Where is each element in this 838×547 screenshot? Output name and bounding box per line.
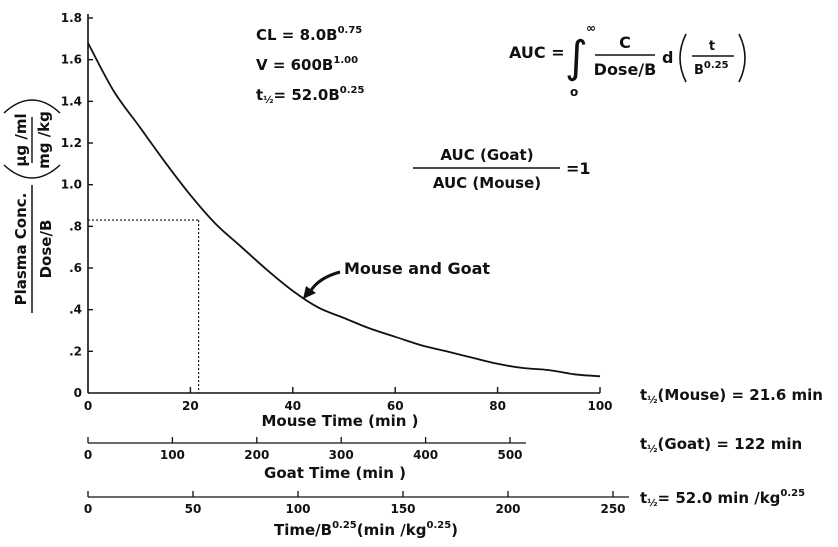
y-tick-label: 1.0 [61, 178, 82, 192]
secondary-tick-label: 400 [413, 448, 438, 462]
secondary-tick-label: 200 [244, 448, 269, 462]
goat-time-ticks: 0 100 200 300 400 500 [84, 437, 523, 462]
v-equation: V = 600B1.00 [256, 55, 358, 74]
auc-integral-equation: AUC = ∫ ∞ o C Dose/B d t B0.25 [509, 21, 746, 99]
auc-right-paren [738, 33, 746, 83]
auc-differential: d [662, 48, 673, 67]
y-tick-label: .6 [69, 261, 82, 275]
x-tick-label: 60 [387, 399, 404, 413]
auc-ratio-num: AUC (Goat) [440, 146, 533, 164]
secondary-tick-label: 0 [84, 448, 92, 462]
series-annotation-label: Mouse and Goat [344, 259, 490, 278]
secondary-tick-label: 50 [185, 502, 202, 516]
x-axis-label: Mouse Time (min ) [261, 412, 418, 430]
y-label-right-paren [3, 99, 61, 114]
auc-lhs: AUC = [509, 43, 565, 62]
y-tick-label: 1.4 [61, 94, 82, 108]
secondary-tick-label: 500 [497, 448, 522, 462]
y-tick-label: .8 [69, 219, 82, 233]
integral-sign: ∫ [565, 32, 588, 83]
half-life-equation: t½= 52.0B0.25 [256, 85, 364, 106]
y-tick-label: .4 [69, 303, 82, 317]
x-ticks: 0 20 40 60 80 100 [84, 387, 613, 413]
auc-ratio-den: AUC (Mouse) [433, 174, 541, 192]
y-label-paren-num: μg /ml [12, 113, 30, 166]
y-label-denominator: Dose/B [37, 220, 55, 279]
secondary-tick-label: 300 [329, 448, 354, 462]
auc-fraction-num: C [619, 33, 631, 52]
x-tick-label: 40 [284, 399, 301, 413]
secondary-tick-label: 150 [390, 502, 415, 516]
x-tick-label: 80 [489, 399, 506, 413]
y-tick-label: 0 [74, 386, 82, 400]
y-label-paren-den: mg /kg [35, 111, 53, 169]
secondary-tick-label: 100 [160, 448, 185, 462]
cl-equation: CL = 8.0B0.75 [256, 25, 362, 44]
scaled-half-life-label: t½= 52.0 min /kg0.25 [640, 488, 805, 509]
y-tick-label: 1.6 [61, 53, 82, 67]
y-tick-label: 1.2 [61, 136, 82, 150]
auc-ratio-rhs: =1 [566, 159, 591, 178]
auc-ratio-equation: AUC (Goat) AUC (Mouse) =1 [413, 146, 591, 192]
secondary-tick-label: 0 [84, 502, 92, 516]
x-tick-label: 0 [84, 399, 92, 413]
y-tick-label: .2 [69, 344, 82, 358]
series-line-mouse-and-goat [87, 42, 601, 378]
scaled-time-ticks: 0 50 100 150 200 250 [84, 491, 626, 516]
y-label-left-paren [3, 164, 61, 179]
auc-paren-num: t [709, 39, 715, 54]
y-axis-label: Plasma Conc. Dose/B μg /ml mg /kg [3, 99, 61, 313]
auc-left-paren [679, 33, 687, 83]
annotation-arrowhead [303, 286, 316, 299]
y-label-main: Plasma Conc. [12, 193, 30, 306]
secondary-tick-label: 250 [600, 502, 625, 516]
y-ticks: 0 .2 .4 .6 .8 1.0 1.2 1.4 1.6 1.8 [61, 11, 93, 400]
goat-time-axis-label: Goat Time (min ) [264, 464, 406, 482]
x-tick-label: 20 [182, 399, 199, 413]
auc-fraction-den: Dose/B [594, 60, 657, 79]
integral-lower: o [570, 85, 578, 99]
annotation-arrow [308, 270, 341, 293]
goat-half-life-label: t½(Goat) = 122 min [640, 435, 802, 455]
x-tick-label: 100 [587, 399, 612, 413]
secondary-tick-label: 200 [495, 502, 520, 516]
auc-paren-den: B0.25 [694, 60, 729, 78]
y-tick-label: 1.8 [61, 11, 82, 25]
mouse-half-life-label: t½(Mouse) = 21.6 min [640, 386, 823, 406]
secondary-tick-label: 100 [285, 502, 310, 516]
integral-upper: ∞ [586, 21, 596, 35]
scaled-time-axis-label: Time/B0.25(min /kg0.25) [274, 520, 458, 539]
